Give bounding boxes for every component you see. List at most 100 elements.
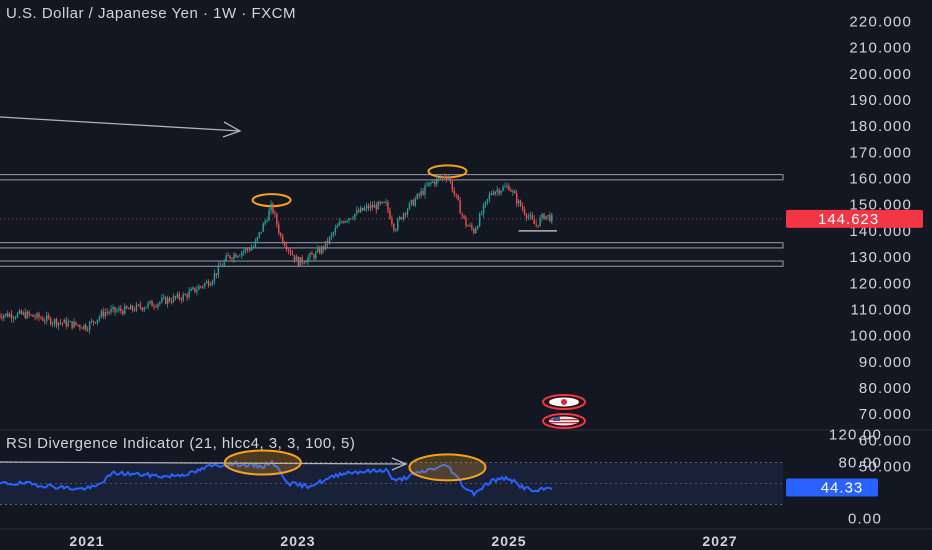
rsi-trend-arrow-line[interactable]	[0, 461, 406, 465]
candle-up	[217, 261, 220, 279]
candle-up	[324, 241, 327, 251]
candle-up	[354, 213, 356, 221]
candle-down	[400, 216, 403, 220]
candle-body	[490, 193, 493, 195]
candle-down	[531, 212, 533, 220]
price-axis-label: 100.000	[849, 328, 912, 345]
candle-down	[139, 300, 142, 311]
candle-body	[535, 224, 537, 226]
candle-body	[184, 294, 186, 296]
candle-body	[502, 186, 504, 191]
candle-down	[319, 245, 321, 255]
us-flag-icon[interactable]	[542, 413, 586, 429]
candle-body	[280, 233, 282, 236]
candle-body	[180, 298, 182, 301]
candle-body	[356, 210, 358, 214]
time-axis-label: 2023	[280, 533, 315, 549]
candle-down	[274, 209, 276, 218]
candle-body	[545, 215, 547, 219]
candle-body	[18, 310, 21, 314]
candle-body	[358, 210, 360, 213]
candle-body	[178, 293, 181, 299]
candle-body	[301, 257, 303, 263]
candle-body	[57, 322, 60, 326]
candle-body	[375, 204, 377, 210]
candle-body	[264, 221, 266, 224]
candle-body	[274, 212, 276, 214]
rsi-indicator-title[interactable]: RSI Divergence Indicator (21, hlcc4, 3, …	[6, 435, 355, 452]
rsi-value-badge	[786, 478, 878, 497]
candle-body	[399, 217, 401, 220]
candle-body	[182, 294, 184, 301]
candle-body	[30, 314, 32, 316]
grid-layer	[0, 429, 932, 530]
candle-body	[207, 281, 210, 286]
candle-up	[176, 291, 179, 299]
price-axis-label: 180.000	[849, 118, 912, 135]
candle-body	[246, 248, 249, 250]
candle-up	[424, 182, 426, 199]
price-axis-label: 160.000	[849, 171, 912, 188]
candle-body	[145, 306, 147, 309]
candle-body	[7, 313, 9, 317]
candle-down	[30, 314, 32, 316]
candle-body	[387, 202, 389, 211]
rsi-highlight-ellipse[interactable]	[408, 453, 487, 482]
jp-flag-icon[interactable]	[542, 394, 586, 410]
candle-up	[416, 193, 418, 200]
candle-down	[461, 212, 463, 220]
candle-body	[379, 201, 381, 204]
candle-down	[61, 322, 64, 327]
candle-down	[535, 220, 537, 228]
highlight-high-ellipse[interactable]	[427, 164, 468, 179]
candle-body	[186, 294, 188, 298]
candle-up	[309, 251, 311, 261]
candle-body	[285, 245, 288, 250]
candle-body	[48, 315, 50, 318]
candle-body	[469, 225, 471, 227]
candle-down	[453, 186, 455, 197]
candle-up	[299, 257, 301, 267]
candle-body	[174, 296, 177, 298]
candle-body	[295, 256, 298, 261]
candle-body	[414, 199, 416, 206]
time-axis-label: 2027	[702, 533, 737, 549]
candle-body	[149, 301, 151, 303]
candle-body	[475, 228, 477, 234]
candle-up	[147, 301, 149, 310]
candle-down	[44, 317, 46, 325]
candle-body	[118, 308, 120, 311]
candle-body	[61, 322, 64, 324]
candle-body	[549, 215, 551, 222]
candle-up	[166, 295, 169, 308]
support-band[interactable]	[0, 242, 784, 249]
support-band[interactable]	[0, 260, 784, 267]
trend-arrow-line[interactable]	[0, 116, 241, 132]
resistance-band[interactable]	[0, 174, 784, 181]
candle-down	[445, 174, 448, 183]
candle-down	[379, 200, 381, 206]
candle-down	[418, 192, 420, 199]
candle-body	[217, 265, 220, 275]
candle-body	[202, 286, 204, 288]
candle-body	[492, 193, 494, 195]
candle-up	[196, 285, 198, 296]
candle-body	[517, 200, 520, 204]
candle-down	[383, 201, 385, 203]
candle-up	[336, 223, 338, 229]
candle-down	[455, 193, 457, 199]
candle-body	[465, 218, 467, 226]
candle-up	[36, 312, 38, 320]
candle-body	[531, 215, 533, 219]
candle-up	[490, 190, 493, 196]
rsi-highlight-ellipse[interactable]	[223, 449, 302, 476]
candle-body	[241, 252, 243, 256]
candle-body	[272, 203, 274, 213]
candle-down	[28, 310, 30, 318]
candle-up	[9, 312, 11, 318]
candle-down	[389, 207, 391, 220]
candle-body	[371, 204, 374, 208]
candle-down	[463, 214, 465, 220]
candle-body	[496, 189, 498, 192]
candle-down	[229, 254, 231, 260]
